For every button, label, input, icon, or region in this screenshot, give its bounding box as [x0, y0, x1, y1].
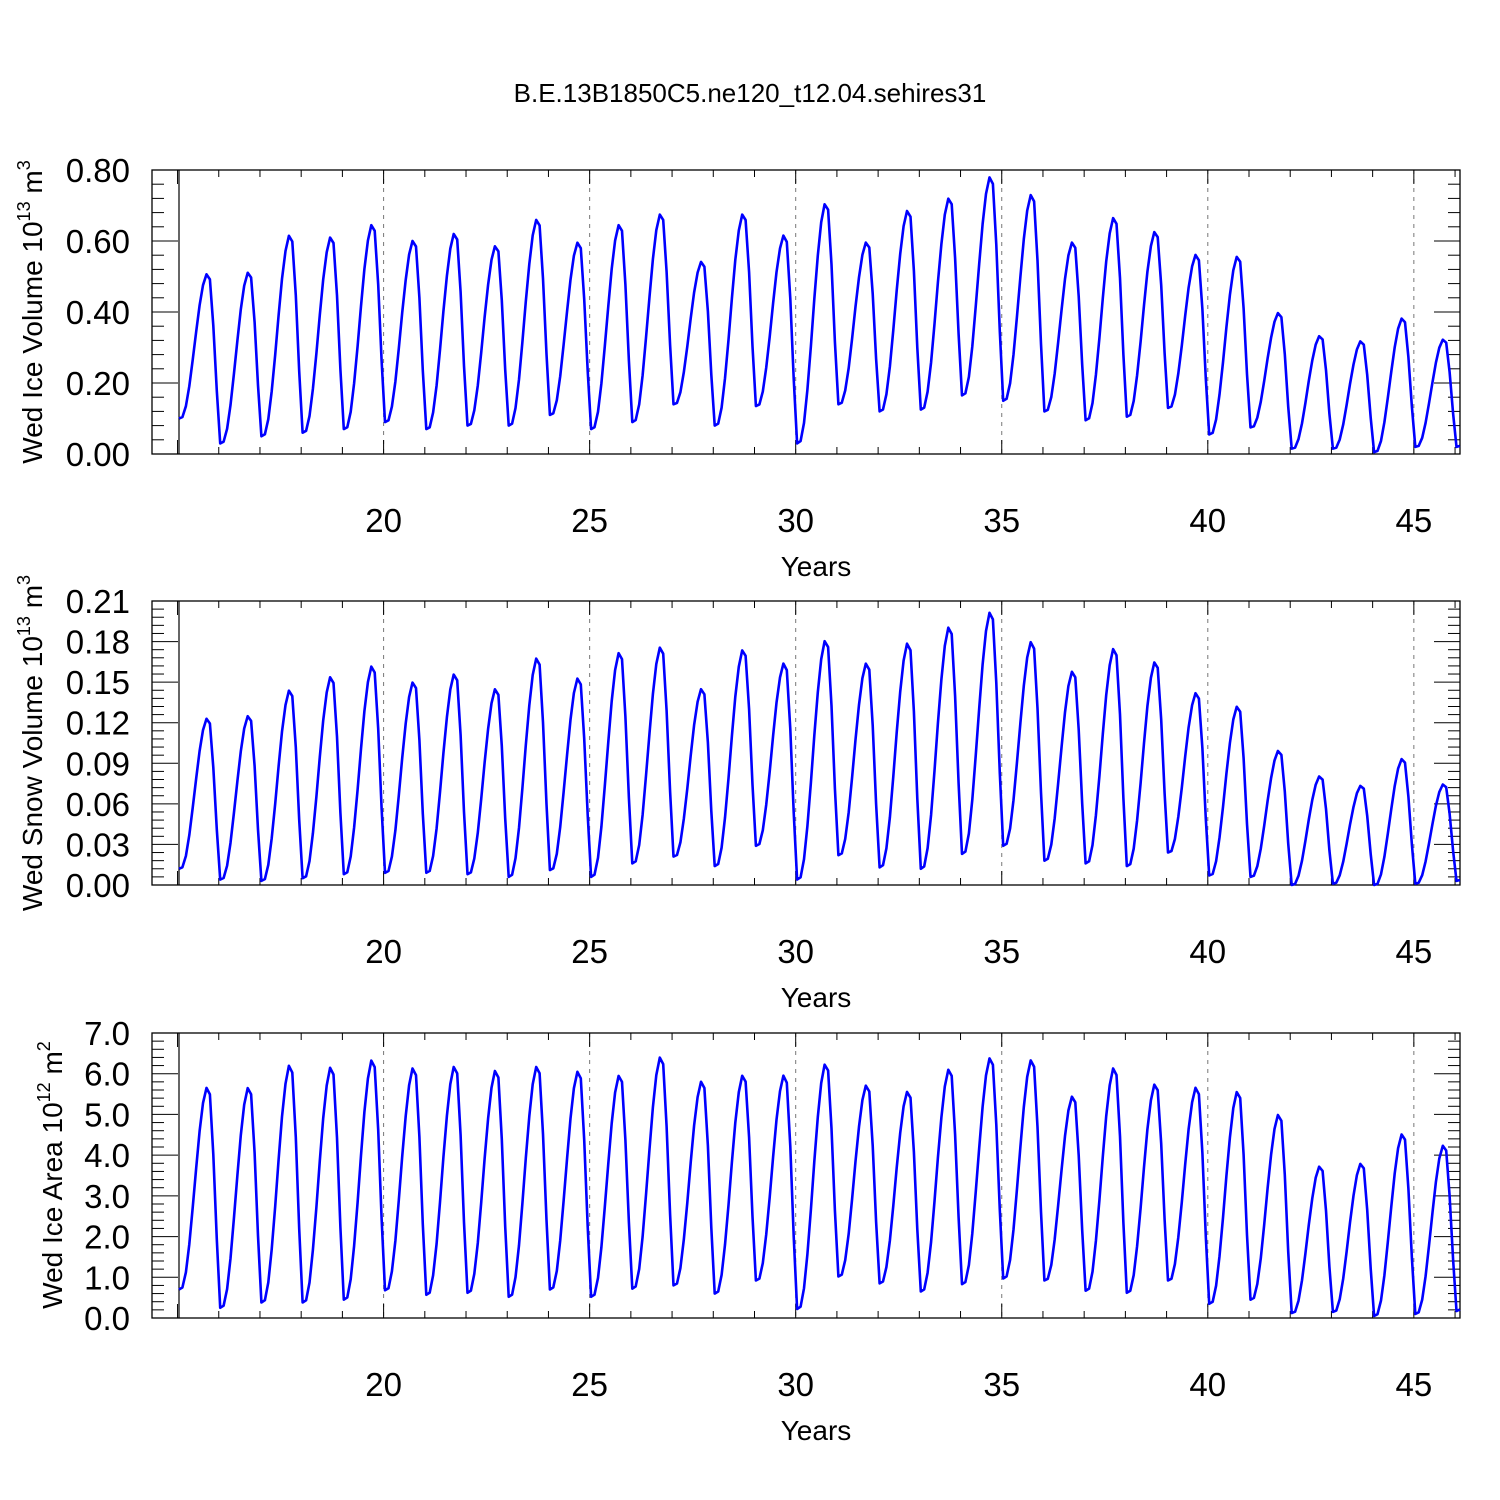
- x-tick-label: 40: [1189, 1366, 1226, 1403]
- y-tick-label: 0.06: [66, 786, 130, 823]
- y-tick-label: 0.00: [66, 436, 130, 473]
- panel-3: 20 25 30 35 40 45 0.0 1.02.0 3.0 4.0 5.06.0 7.0 Year…: [34, 1015, 1461, 1446]
- x-tick-label: 30: [777, 502, 814, 539]
- x-tick-label: 40: [1189, 933, 1226, 970]
- series-line: [178, 1056, 1461, 1318]
- y-axis-label: Wed Ice Area 1012 m2: [34, 1041, 68, 1309]
- y-tick-label: 0.0: [84, 1300, 130, 1337]
- x-tick-label: 45: [1395, 1366, 1432, 1403]
- x-axis-label: Years: [781, 1415, 852, 1446]
- x-axis-label: Years: [781, 551, 852, 582]
- y-tick-label: 5.0: [84, 1096, 130, 1133]
- panel-1: 20 25 30 35 40 45 0.00 0.20 0.40 0.60 0.80 Years Wed…: [14, 152, 1461, 582]
- y-tick-label: 4.0: [84, 1137, 130, 1174]
- y-tick-label: 0.12: [66, 705, 130, 742]
- y-tick-label: 0.40: [66, 294, 130, 331]
- y-tick-label: 0.15: [66, 664, 130, 701]
- x-tick-label: 20: [365, 502, 402, 539]
- x-tick-label: 30: [777, 933, 814, 970]
- series-line: [178, 611, 1461, 887]
- x-axis-label: Years: [781, 982, 852, 1013]
- x-tick-label: 25: [571, 502, 608, 539]
- x-tick-label: 25: [571, 1366, 608, 1403]
- y-axis-label: Wed Snow Volume 1013 m3: [14, 575, 48, 911]
- series-line: [178, 176, 1461, 454]
- y-tick-label: 0.20: [66, 365, 130, 402]
- figure-title: B.E.13B1850C5.ne120_t12.04.sehires31: [513, 78, 987, 108]
- panel-2: 20 25 30 35 40 45 0.00 0.030.06 0.090.12 0.150.18…: [14, 575, 1461, 1013]
- x-tick-label: 20: [365, 1366, 402, 1403]
- x-tick-label: 45: [1395, 502, 1432, 539]
- y-tick-label: 6.0: [84, 1056, 130, 1093]
- y-tick-label: 0.60: [66, 223, 130, 260]
- plot-frame: [151, 1032, 1461, 1319]
- y-tick-label: 0.21: [66, 583, 130, 620]
- y-tick-label: 0.00: [66, 867, 130, 904]
- y-tick-label: 0.09: [66, 745, 130, 782]
- x-tick-label: 35: [983, 502, 1020, 539]
- x-tick-label: 35: [983, 933, 1020, 970]
- x-tick-label: 25: [571, 933, 608, 970]
- y-tick-label: 0.18: [66, 624, 130, 661]
- y-tick-label: 0.80: [66, 152, 130, 189]
- y-tick-label: 3.0: [84, 1178, 130, 1215]
- y-tick-label: 0.03: [66, 826, 130, 863]
- x-tick-label: 45: [1395, 933, 1432, 970]
- x-tick-label: 20: [365, 933, 402, 970]
- x-tick-label: 30: [777, 1366, 814, 1403]
- x-tick-label: 35: [983, 1366, 1020, 1403]
- y-tick-label: 7.0: [84, 1015, 130, 1052]
- x-tick-label: 40: [1189, 502, 1226, 539]
- y-tick-label: 1.0: [84, 1259, 130, 1296]
- plot-frame: [151, 600, 1461, 886]
- y-axis-label: Wed Ice Volume 1013 m3: [14, 160, 48, 463]
- y-tick-label: 2.0: [84, 1219, 130, 1256]
